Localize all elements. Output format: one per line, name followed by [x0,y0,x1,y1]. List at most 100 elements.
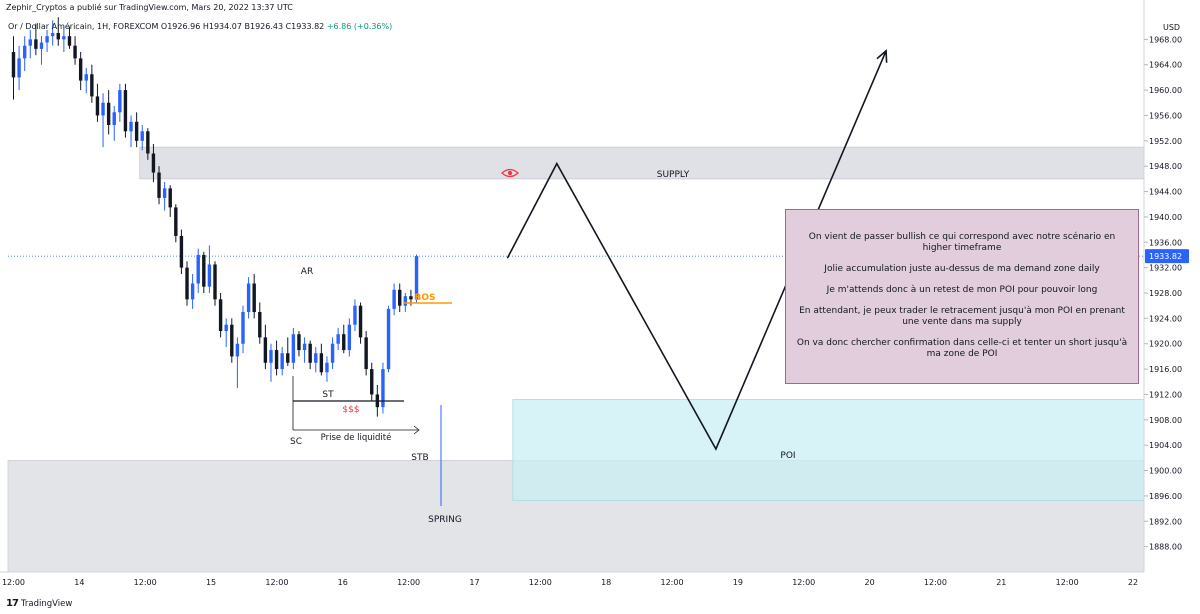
candle-body [325,362,329,373]
liquidity-grab-label: Prise de liquidité [321,432,392,443]
candle-body [190,283,195,300]
time-tick-label: 19 [733,578,743,587]
time-tick-label: 17 [469,578,479,587]
candle-body [106,102,111,125]
candle [62,26,66,53]
price-axis[interactable]: USD 1888.00 1892.00 1896.00 1900.00 1904.00 19… [1143,0,1200,614]
candle [213,261,217,306]
candle [336,327,340,351]
eye-icon [501,168,519,178]
candle-body [134,121,139,141]
candle [179,229,184,274]
time-tick-label: 22 [1128,578,1138,587]
candle [112,105,116,141]
candle-body [263,337,268,363]
candle [241,305,245,354]
candle-body [314,353,318,363]
candle-body [34,39,38,49]
candle [364,331,368,376]
symbol-change: +6.86 (+0.36%) [326,22,393,31]
time-tick-label: 12:00 [397,578,420,587]
candle-body [78,58,83,81]
candle [291,327,296,370]
poi-label: POI [780,451,795,461]
candle [174,204,178,243]
candle-body [28,39,32,46]
time-tick-label: 12:00 [265,578,288,587]
candle-body [398,289,402,306]
candle-body [45,36,49,43]
candle [101,93,105,148]
candle [95,83,100,122]
candle [302,337,307,363]
candle-body [342,334,346,351]
candle-body [258,312,262,338]
bos-label: BOS [415,293,436,303]
candle [224,318,228,347]
candle [50,20,55,46]
candle-body [146,131,150,154]
candle-body [62,36,66,40]
candle-body [67,36,72,46]
candle-body [286,353,290,363]
brand-name: TradingView [20,598,73,609]
candle [392,283,396,316]
price-tick-label: 1952.00 [1149,137,1182,146]
liquidity-grab-arrow-head [413,425,420,435]
candle [17,45,21,91]
candle-body [403,296,408,306]
candle-body [269,350,273,363]
time-axis[interactable]: 12:00 14 12:00 15 12:00 16 12:00 17 12:00 18 12:00… [0,571,1144,587]
tradingview-brand[interactable]: 17 TradingView [6,598,72,609]
candle-body [162,188,167,198]
price-tick-label: 1920.00 [1149,340,1182,349]
published-header: Zephir_Cryptos a publié sur TradingView.… [6,3,293,12]
candle-body [297,334,301,351]
candle [252,273,256,319]
candle [28,29,32,59]
candle-body [302,343,307,351]
symbol-line: Or / Dollar Américain, 1H, FOREXCOM O192… [8,22,392,31]
candle [67,26,72,49]
candle [134,112,139,148]
candle-body [319,353,324,373]
price-tick-label: 1916.00 [1149,365,1182,374]
spring-label: SPRING [428,515,462,525]
candle [398,283,402,313]
analysis-note-line: Jolie accumulation juste au-dessus de ma… [824,264,1100,274]
time-tick-label: 12:00 [529,578,552,587]
candle-body [168,188,172,208]
candle [168,185,172,217]
zone-poi [512,399,1145,501]
candle-body [213,264,217,300]
candle-body [39,42,44,49]
time-tick-label: 20 [865,578,875,587]
candle [342,324,346,354]
zone-supply [139,146,1145,180]
sc-label: SC [290,437,302,447]
candle [202,251,206,293]
analysis-note-line: On va donc chercher confirmation dans ce… [796,338,1128,359]
candle-body [386,308,391,370]
candle [280,346,284,376]
candle-body [202,254,206,287]
analysis-note-line: Je m'attends donc à un retest de mon POI… [826,285,1098,295]
candle [185,261,189,306]
candle-body [364,337,368,370]
liquidity-label: $$$ [342,405,359,415]
symbol-ohlc: O1926.96 H1934.07 B1926.43 C1933.82 [160,22,325,31]
candle-body [241,312,245,344]
candle-body [140,131,144,141]
tradingview-logo-icon: 17 [6,598,19,609]
candle-body [280,353,284,370]
candle [118,83,122,122]
candle-body [308,343,312,363]
price-tick-label: 1968.00 [1149,35,1182,44]
candle [162,182,167,211]
candle-body [22,45,27,59]
price-tick-label: 1928.00 [1149,289,1182,298]
candle [230,318,234,363]
price-axis-bg [1144,0,1200,614]
candle [90,64,94,103]
candle-body [330,343,335,363]
